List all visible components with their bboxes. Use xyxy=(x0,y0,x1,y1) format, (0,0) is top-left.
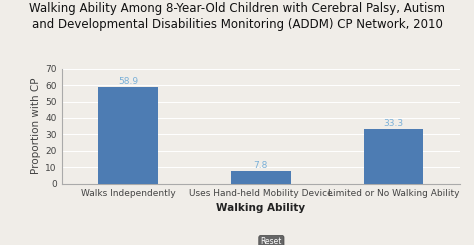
Text: 7.8: 7.8 xyxy=(254,161,268,170)
Bar xyxy=(231,171,291,184)
Text: 33.3: 33.3 xyxy=(383,119,403,128)
Bar xyxy=(364,129,423,184)
Text: Reset: Reset xyxy=(261,237,282,245)
Bar xyxy=(98,87,158,184)
X-axis label: Walking Ability: Walking Ability xyxy=(216,203,305,213)
Text: Walking Ability Among 8-Year-Old Children with Cerebral Palsy, Autism
and Develo: Walking Ability Among 8-Year-Old Childre… xyxy=(29,2,445,31)
Y-axis label: Proportion with CP: Proportion with CP xyxy=(31,78,41,174)
Text: 58.9: 58.9 xyxy=(118,76,138,86)
